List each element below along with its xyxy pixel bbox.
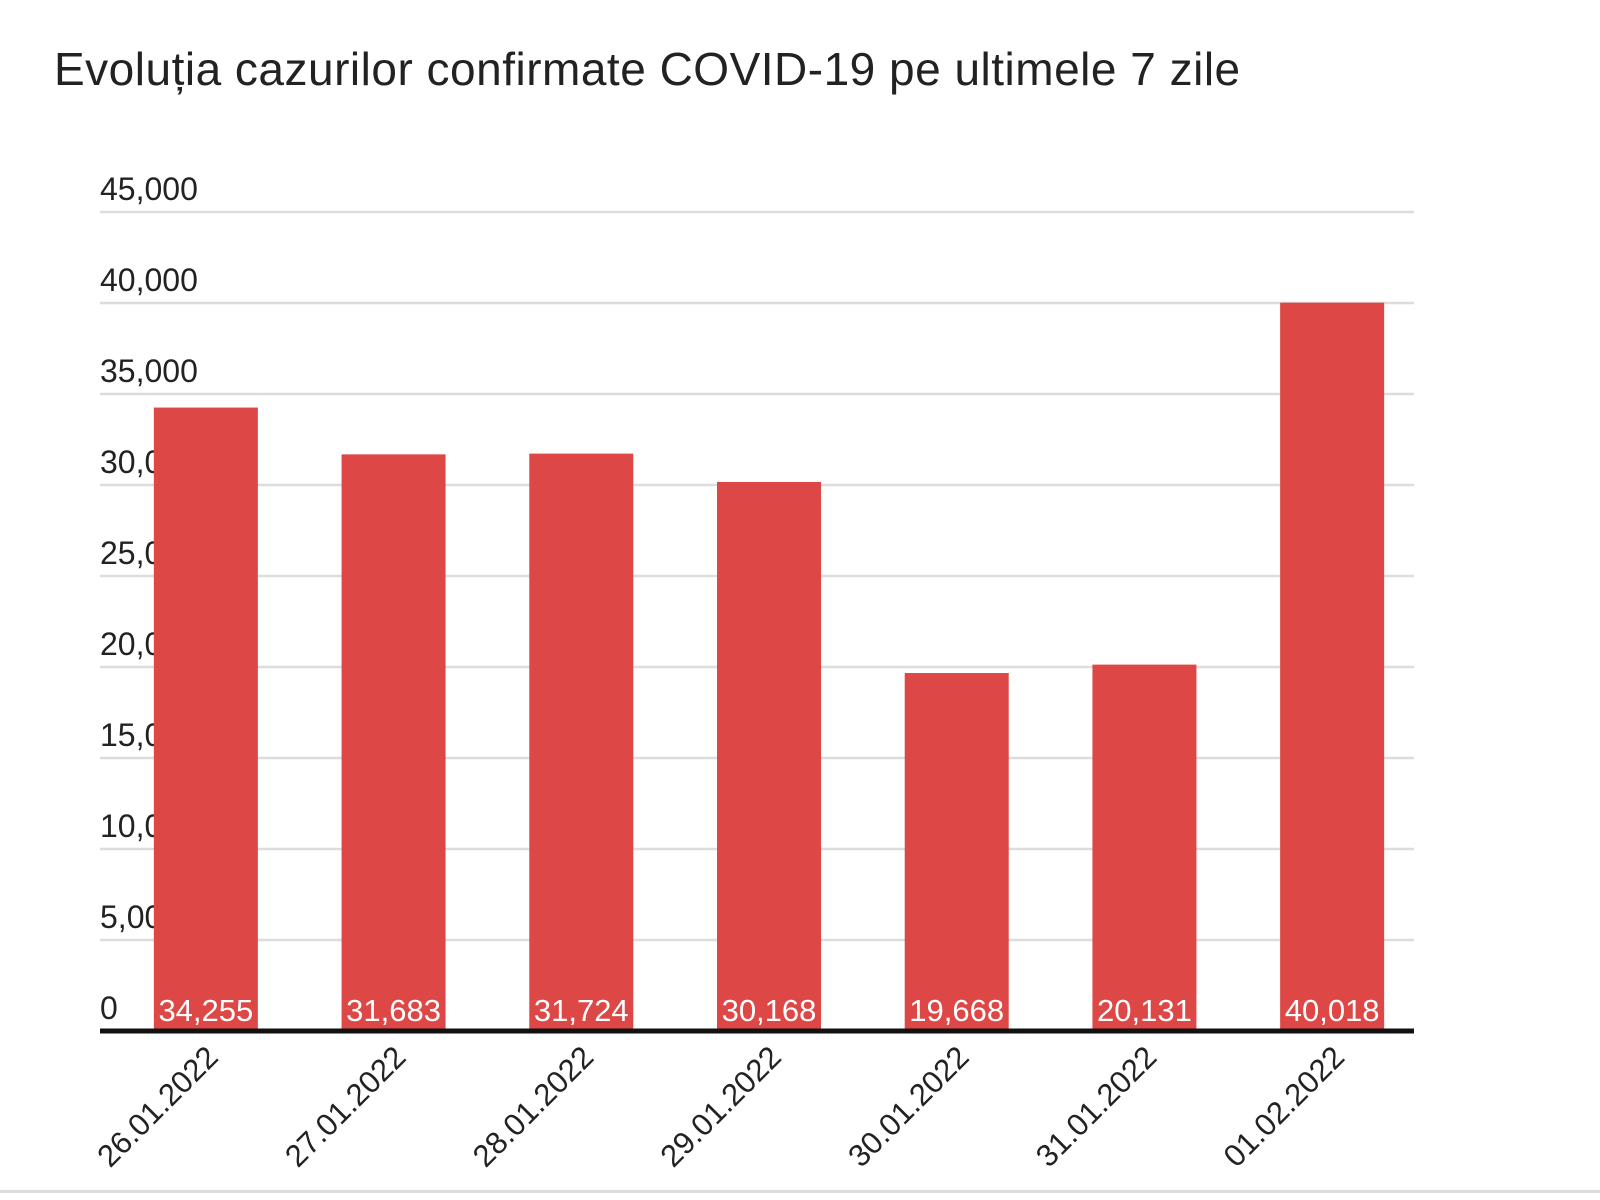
data-label: 19,668 (909, 993, 1004, 1028)
y-tick-label: 0 (100, 990, 118, 1026)
bar (153, 407, 258, 1032)
bar (529, 453, 634, 1032)
bar (904, 673, 1009, 1031)
data-label: 30,168 (722, 993, 817, 1028)
y-tick-label: 35,000 (100, 353, 198, 389)
x-tick-label: 27.01.2022 (278, 1039, 412, 1173)
x-tick-label: 31.01.2022 (1029, 1039, 1163, 1173)
chart-title: Evoluția cazurilor confirmate COVID-19 p… (54, 43, 1241, 95)
bar (341, 454, 446, 1031)
bar (1092, 664, 1197, 1031)
x-tick-label: 29.01.2022 (653, 1039, 787, 1173)
bar (1280, 302, 1385, 1032)
x-tick-label: 26.01.2022 (90, 1039, 224, 1173)
data-label: 31,724 (534, 993, 629, 1028)
bar (717, 481, 821, 1032)
x-tick-label: 28.01.2022 (466, 1039, 600, 1173)
y-tick-label: 40,000 (100, 262, 198, 298)
data-label: 40,018 (1285, 993, 1380, 1028)
x-tick-label: 01.02.2022 (1217, 1039, 1351, 1173)
y-tick-label: 45,000 (100, 171, 198, 207)
data-label: 20,131 (1097, 993, 1192, 1028)
bottom-divider (0, 1190, 1600, 1193)
data-label: 31,683 (346, 993, 441, 1028)
data-label: 34,255 (158, 993, 253, 1028)
x-tick-label: 30.01.2022 (841, 1039, 975, 1173)
